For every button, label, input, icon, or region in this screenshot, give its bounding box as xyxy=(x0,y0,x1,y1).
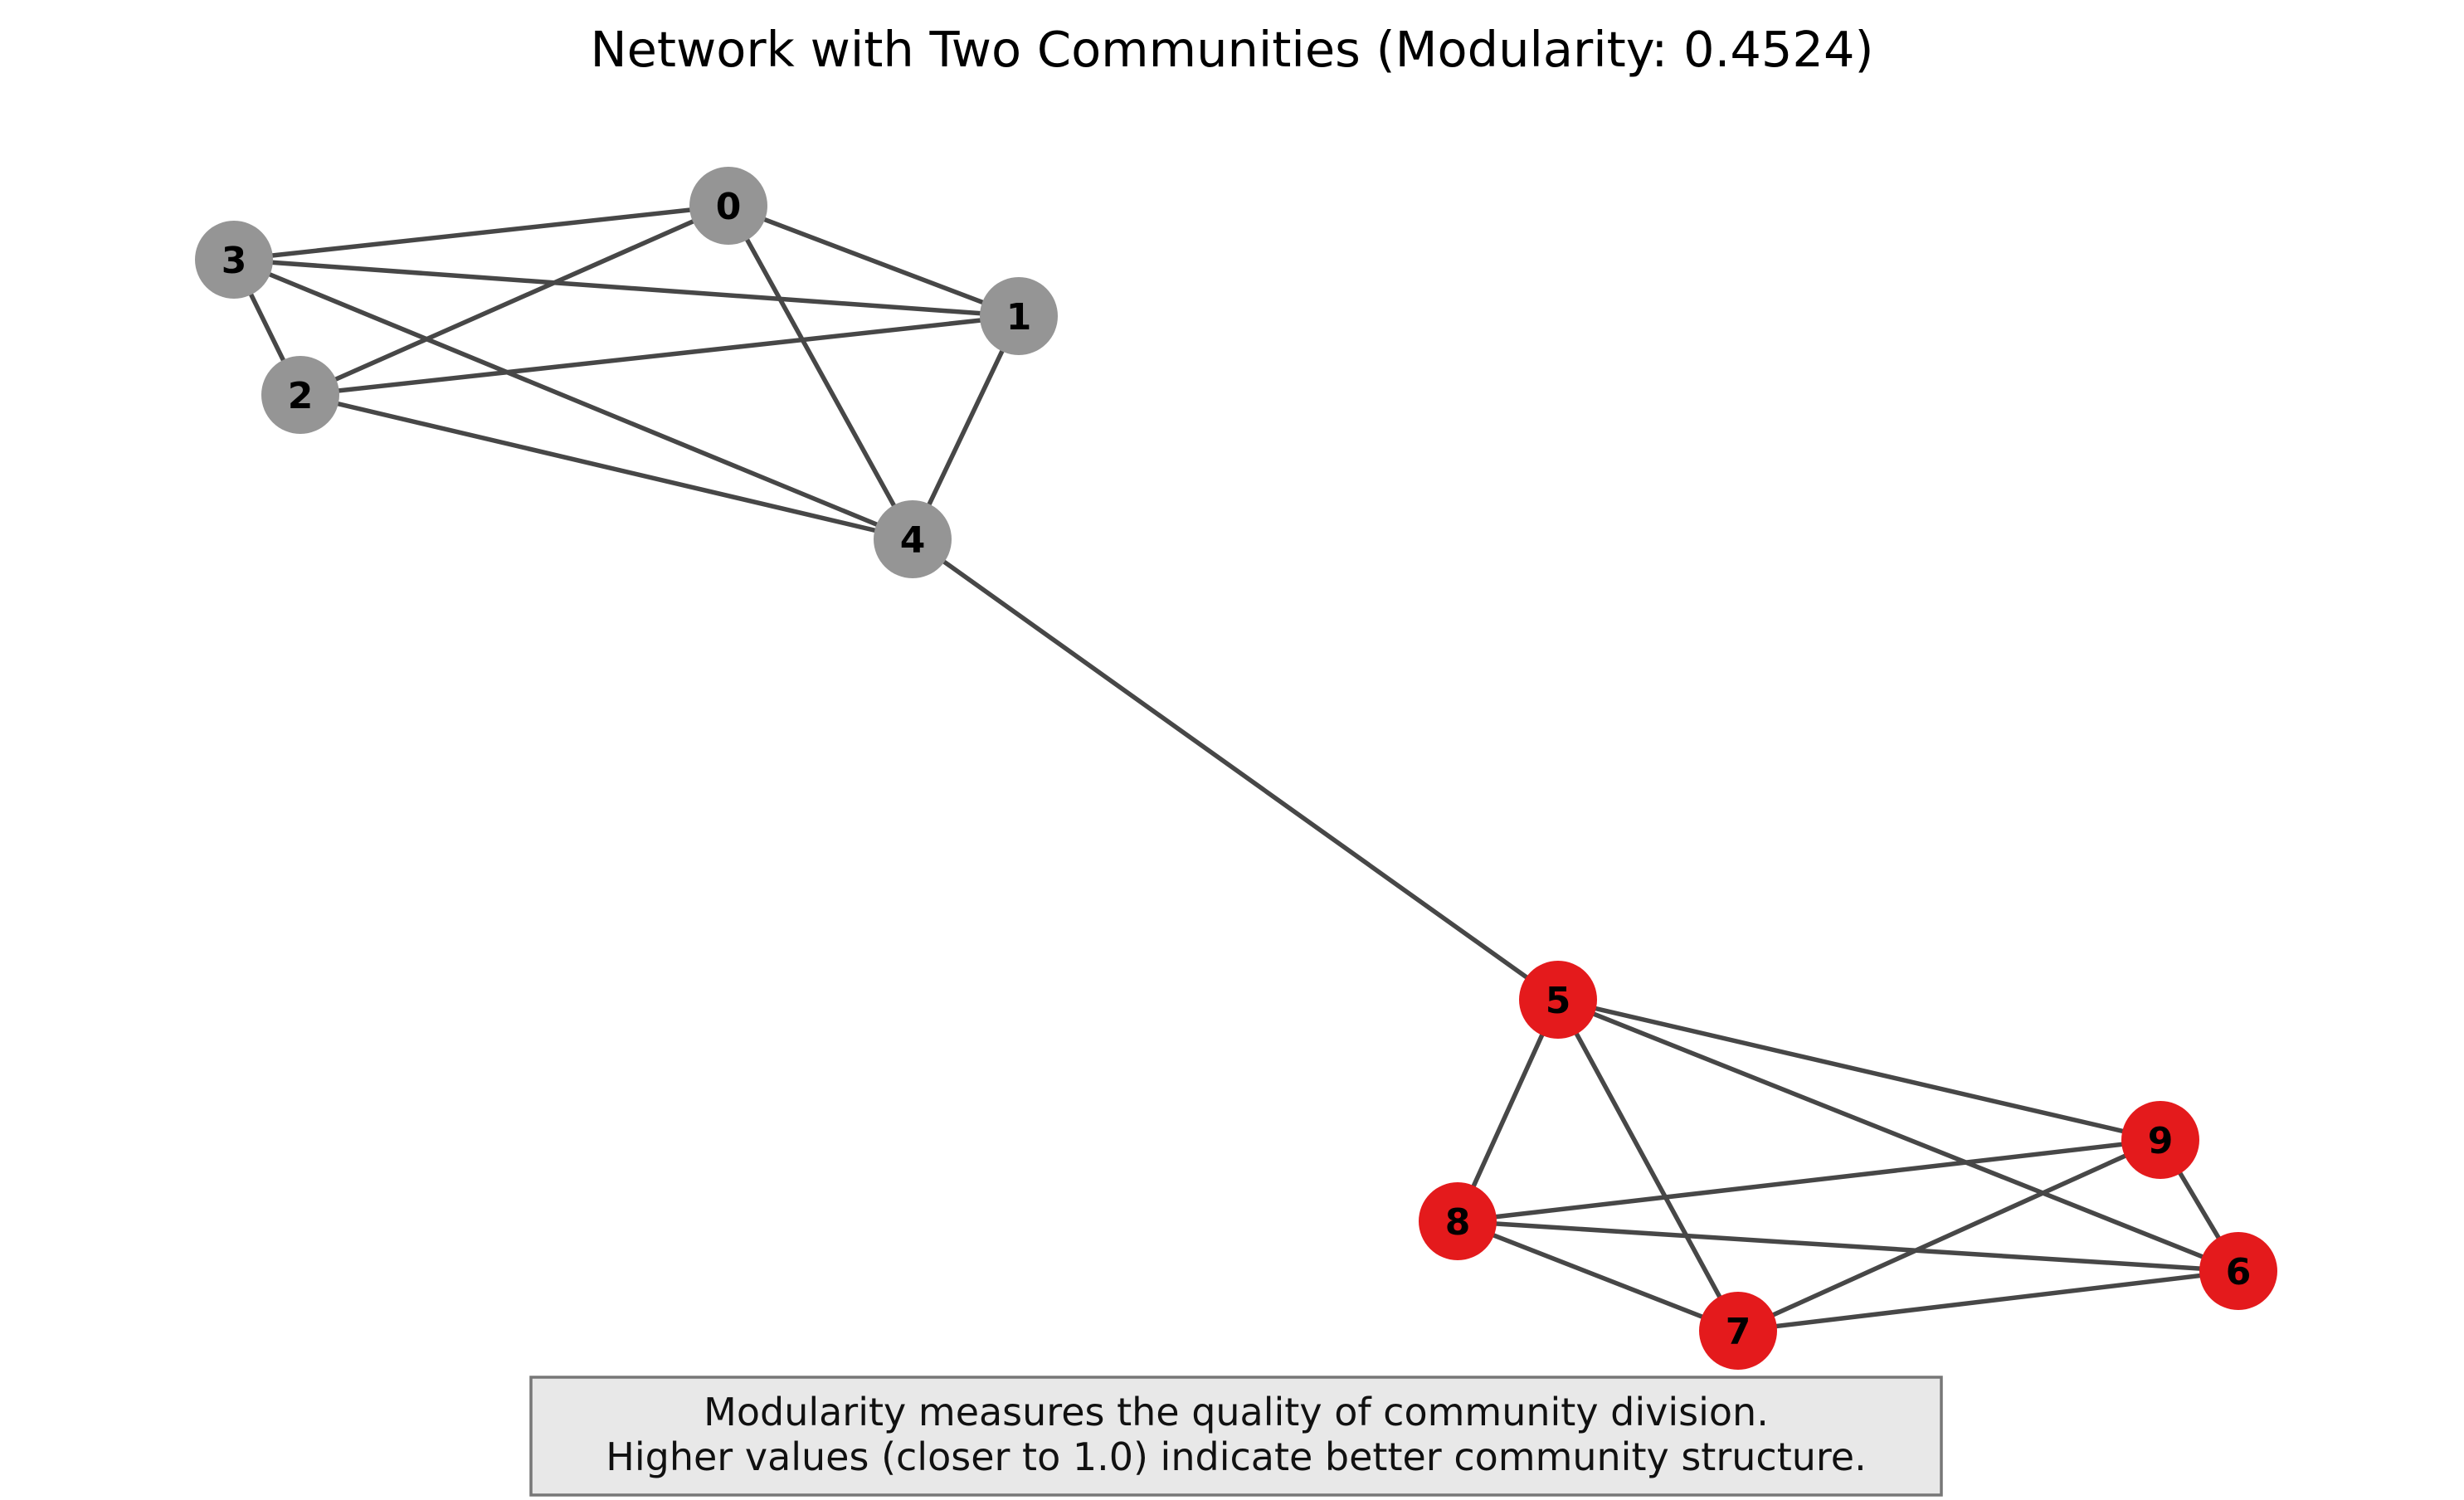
node-circle-8 xyxy=(1419,1182,1497,1260)
edge-0-3 xyxy=(231,203,731,262)
edge-6-8 xyxy=(1455,1219,2241,1274)
node-7: 7 xyxy=(1699,1292,1777,1370)
edge-0-1 xyxy=(726,203,1021,319)
node-6: 6 xyxy=(2199,1232,2277,1310)
node-circle-9 xyxy=(2121,1101,2199,1179)
node-circle-5 xyxy=(1519,961,1597,1039)
node-label-9: 9 xyxy=(2148,1120,2174,1162)
note-line-1: Modularity measures the quality of commu… xyxy=(704,1390,1769,1434)
node-circle-4 xyxy=(874,500,952,578)
edge-8-9 xyxy=(1455,1137,2163,1224)
node-label-0: 0 xyxy=(716,186,742,228)
node-label-1: 1 xyxy=(1006,296,1032,338)
node-3: 3 xyxy=(195,221,273,299)
node-label-4: 4 xyxy=(900,519,926,562)
node-circle-0 xyxy=(689,167,767,245)
modularity-note: Modularity measures the quality of commu… xyxy=(529,1376,1943,1497)
node-circle-3 xyxy=(195,221,273,299)
edge-1-2 xyxy=(298,314,1021,397)
node-circle-6 xyxy=(2199,1232,2277,1310)
node-2: 2 xyxy=(261,356,339,434)
edge-2-4 xyxy=(298,392,915,542)
edge-7-9 xyxy=(1736,1137,2163,1333)
edge-5-7 xyxy=(1556,997,1741,1333)
node-label-2: 2 xyxy=(288,375,314,417)
node-5: 5 xyxy=(1519,961,1597,1039)
edge-3-4 xyxy=(231,257,915,542)
edges-layer xyxy=(231,203,2241,1333)
edge-1-3 xyxy=(231,257,1021,319)
edge-5-8 xyxy=(1455,997,1561,1224)
edge-7-8 xyxy=(1455,1219,1741,1333)
node-label-8: 8 xyxy=(1445,1201,1471,1244)
edge-6-7 xyxy=(1736,1269,2241,1333)
note-box xyxy=(529,1376,1943,1497)
edge-0-2 xyxy=(298,203,731,397)
node-label-5: 5 xyxy=(1546,980,1571,1022)
edge-0-4 xyxy=(726,203,915,542)
node-8: 8 xyxy=(1419,1182,1497,1260)
node-circle-2 xyxy=(261,356,339,434)
edge-5-9 xyxy=(1556,997,2163,1142)
node-circle-7 xyxy=(1699,1292,1777,1370)
node-label-3: 3 xyxy=(222,240,247,282)
nodes-layer: 0 1 2 3 4 5 6 7 8 9 xyxy=(195,167,2277,1370)
edge-4-5 xyxy=(910,537,1561,1002)
node-4: 4 xyxy=(874,500,952,578)
note-line-2: Higher values (closer to 1.0) indicate b… xyxy=(606,1434,1866,1479)
node-1: 1 xyxy=(980,277,1058,355)
node-label-6: 6 xyxy=(2226,1251,2252,1293)
figure-title: Network with Two Communities (Modularity… xyxy=(590,21,1873,78)
node-0: 0 xyxy=(689,167,767,245)
node-circle-1 xyxy=(980,277,1058,355)
node-9: 9 xyxy=(2121,1101,2199,1179)
edge-5-6 xyxy=(1556,997,2241,1274)
node-label-7: 7 xyxy=(1726,1311,1751,1353)
edge-1-4 xyxy=(910,314,1021,542)
